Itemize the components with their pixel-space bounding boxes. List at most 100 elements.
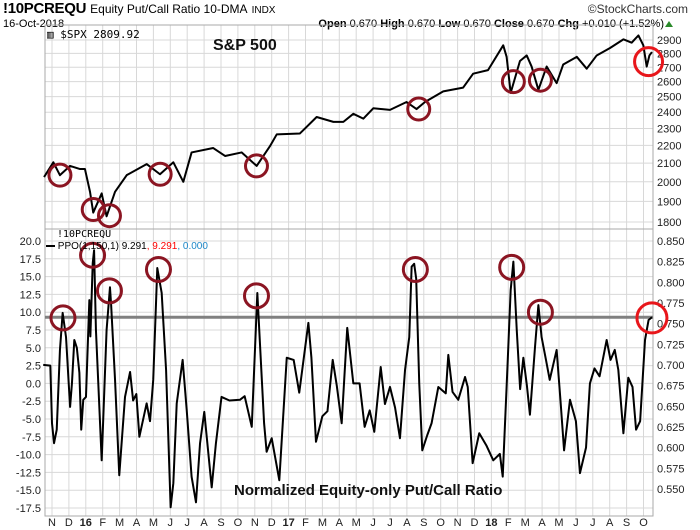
sp500-annotation: S&P 500: [213, 37, 277, 54]
ppo-tick-label: 12.5: [20, 289, 41, 301]
ratio-tick-label: 0.650: [657, 401, 685, 413]
high-label: High: [380, 18, 405, 30]
month-tick-label: N: [48, 517, 56, 529]
ppo-tick-label: 2.5: [26, 361, 41, 373]
month-tick-label: A: [403, 517, 411, 529]
ppo-symbol: !10PCREQU: [57, 229, 112, 240]
spx-tick-label: 2300: [657, 123, 681, 135]
month-tick-label: J: [370, 517, 376, 529]
ppo-highlight-circle: [144, 255, 172, 283]
spx-tick-label: 2600: [657, 77, 681, 89]
spx-tick-label: 2400: [657, 107, 681, 119]
month-tick-label: A: [336, 517, 344, 529]
spx-value: $SPX 2809.92: [60, 28, 140, 41]
ratio-tick-label: 0.675: [657, 381, 685, 393]
month-tick-label: D: [268, 517, 276, 529]
ppo-tick-label: 0.0: [26, 378, 41, 390]
spx-tick-label: 2200: [657, 140, 681, 152]
ppo-highlight-circle: [635, 301, 669, 335]
ppo-highlight-circle: [526, 298, 554, 326]
low-label: Low: [438, 18, 461, 30]
month-tick-label: J: [590, 517, 596, 529]
month-tick-label: A: [200, 517, 208, 529]
month-tick-label: M: [149, 517, 158, 529]
high-value: 0.670: [407, 18, 436, 30]
ratio-tick-label: 0.850: [657, 236, 685, 248]
ppo-highlight-circle: [95, 277, 123, 305]
stockcharts-brand: ©StockCharts.com: [587, 2, 688, 16]
legend-swatch: [46, 245, 55, 248]
month-tick-label: J: [168, 517, 174, 529]
spx-highlight-circle: [243, 153, 269, 179]
spx-tick-label: 2000: [657, 177, 681, 189]
ratio-tick-label: 0.700: [657, 360, 685, 372]
ppo-legend-name: PPO(1,150,1) 9.291: [57, 241, 147, 252]
ppo-tick-label: 17.5: [20, 254, 41, 266]
up-arrow-icon: [665, 21, 673, 27]
month-tick-label: S: [217, 517, 224, 529]
ppo-legend-hist: , 0.000: [177, 241, 208, 252]
month-tick-label: D: [65, 517, 73, 529]
spx-highlight-circle: [527, 67, 553, 93]
quote-bar: Open 0.670 High 0.670 Low 0.670 Close 0.…: [318, 18, 664, 31]
ppo-tick-label: 7.5: [26, 325, 41, 337]
month-tick-label: D: [471, 517, 479, 529]
month-tick-label: M: [554, 517, 563, 529]
close-value: 0.670: [527, 18, 555, 30]
ppo-panel-frame: [44, 228, 654, 517]
low-value: 0.670: [463, 18, 491, 30]
ppo-tick-label: -10.0: [16, 450, 41, 462]
chart-title-row: !10PCREQU Equity Put/Call Ratio 10-DMA I…: [3, 0, 275, 17]
month-tick-label: O: [436, 517, 445, 529]
ppo-tick-label: 5.0: [26, 343, 41, 355]
month-tick-label: J: [184, 517, 190, 529]
spx-tick-label: 1800: [657, 217, 681, 229]
spx-highlight-circle: [80, 196, 106, 222]
spx-highlight-circle: [96, 203, 122, 229]
chart-symbol: !10PCREQU: [3, 0, 87, 17]
ratio-tick-label: 0.800: [657, 277, 685, 289]
month-tick-label: M: [318, 517, 327, 529]
ppo-tick-label: 20.0: [20, 236, 41, 248]
ratio-tick-label: 0.575: [657, 463, 685, 475]
ratio-tick-label: 0.600: [657, 443, 685, 455]
month-tick-label: 16: [80, 517, 92, 529]
ppo-legend-signal: , 9.291: [146, 241, 178, 252]
spx-highlight-circle: [147, 161, 173, 187]
ppo-tick-label: -15.0: [16, 485, 41, 497]
spx-tick-label: 2500: [657, 92, 681, 104]
month-tick-label: F: [505, 517, 512, 529]
ppo-tick-label: -7.5: [22, 432, 41, 444]
month-tick-label: M: [115, 517, 124, 529]
ppo-tick-label: -5.0: [22, 414, 41, 426]
month-tick-label: A: [133, 517, 141, 529]
ppo-tick-label: 10.0: [20, 307, 41, 319]
ppo-annotation: Normalized Equity-only Put/Call Ratio: [234, 482, 503, 499]
exchange-label: INDX: [251, 5, 276, 16]
ppo-highlight-circle: [401, 255, 429, 283]
ppo-tick-label: 15.0: [20, 272, 41, 284]
ppo-highlight-circle: [49, 304, 77, 332]
month-tick-label: M: [352, 517, 361, 529]
month-tick-label: 18: [485, 517, 497, 529]
month-tick-label: F: [99, 517, 106, 529]
ppo-highlight-circle: [498, 253, 526, 281]
spx-highlight-circle: [500, 69, 526, 95]
spx-highlight-circle: [406, 96, 432, 122]
close-label: Close: [493, 18, 524, 30]
ppo-tick-label: -2.5: [22, 396, 41, 408]
ppo-tick-label: -17.5: [16, 503, 41, 515]
month-tick-label: A: [606, 517, 614, 529]
ratio-tick-label: 0.825: [657, 257, 685, 269]
ratio-tick-label: 0.775: [657, 298, 685, 310]
spx-price-line: [43, 34, 653, 218]
spx-panel-label: ▥ $SPX 2809.92: [47, 28, 140, 41]
month-tick-label: N: [454, 517, 462, 529]
chart-description: Equity Put/Call Ratio 10-DMA: [90, 2, 248, 16]
month-tick-label: N: [251, 517, 259, 529]
spx-highlight-circle: [47, 162, 73, 188]
ppo-tick-label: -12.5: [16, 467, 41, 479]
spx-tick-label: 2900: [657, 35, 681, 47]
spx-tick-label: 1900: [657, 196, 681, 208]
ppo-line: [43, 249, 653, 509]
